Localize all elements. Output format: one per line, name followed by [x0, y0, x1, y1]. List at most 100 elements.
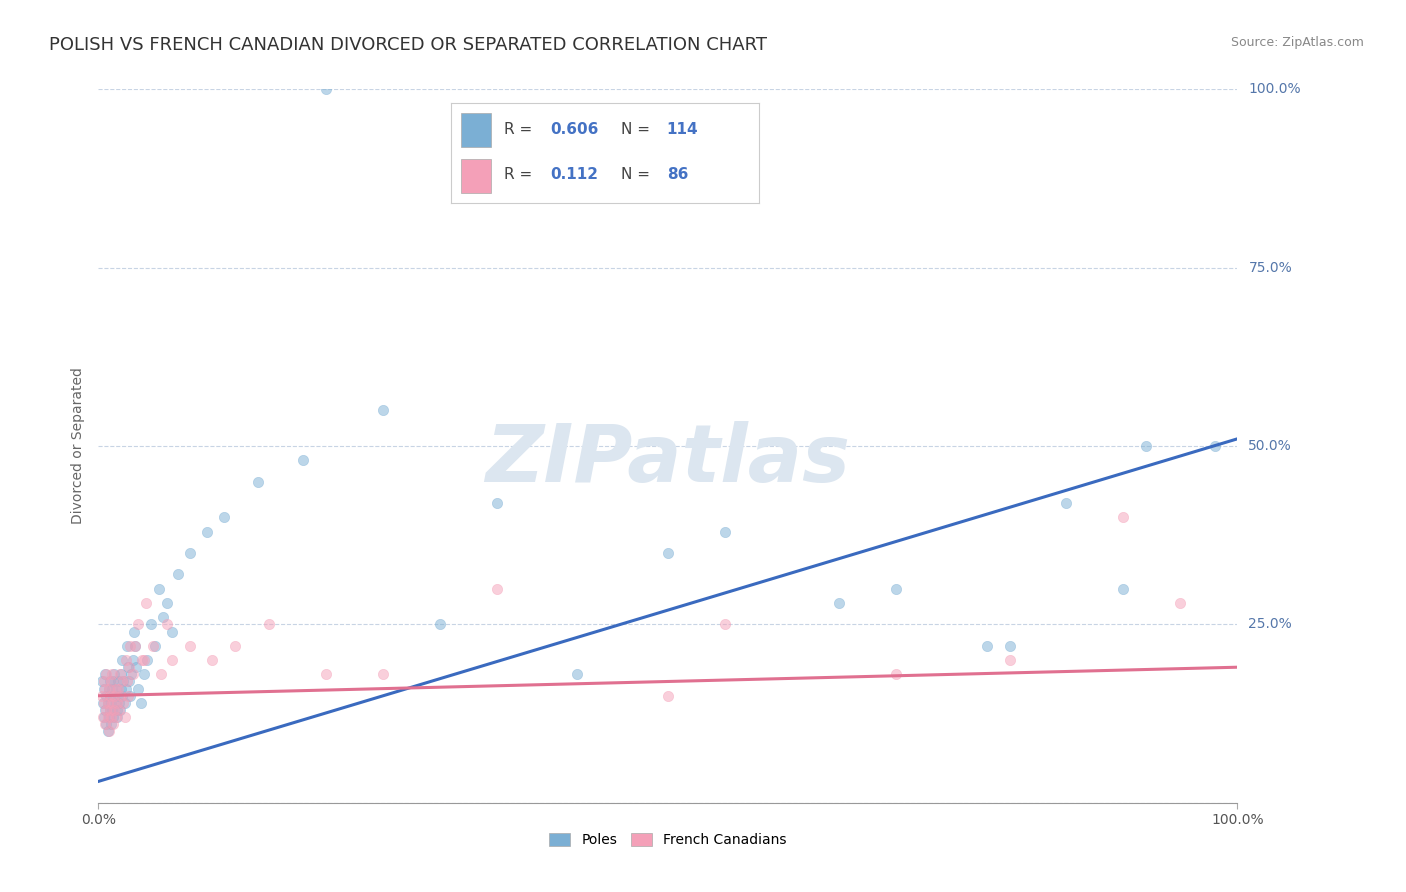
Point — [110, 689, 132, 703]
Point — [259, 617, 281, 632]
Point — [100, 696, 122, 710]
Point — [315, 82, 337, 96]
Point — [371, 403, 394, 417]
Point — [93, 710, 115, 724]
Point — [371, 667, 394, 681]
Point — [97, 681, 120, 696]
Point — [103, 674, 125, 689]
Point — [108, 703, 131, 717]
Point — [179, 546, 201, 560]
Point — [998, 653, 1021, 667]
Point — [96, 703, 118, 717]
Point — [162, 624, 184, 639]
Point — [117, 660, 139, 674]
Point — [111, 674, 134, 689]
Point — [98, 689, 121, 703]
Point — [107, 681, 129, 696]
Point — [107, 674, 129, 689]
Point — [120, 689, 142, 703]
Point — [98, 703, 121, 717]
Text: POLISH VS FRENCH CANADIAN DIVORCED OR SEPARATED CORRELATION CHART: POLISH VS FRENCH CANADIAN DIVORCED OR SE… — [49, 36, 768, 54]
Point — [103, 710, 125, 724]
Point — [97, 724, 120, 739]
Point — [292, 453, 315, 467]
Point — [114, 681, 136, 696]
Point — [103, 667, 125, 681]
Point — [97, 681, 120, 696]
Point — [195, 524, 218, 539]
Text: ZIPatlas: ZIPatlas — [485, 421, 851, 500]
Point — [429, 617, 451, 632]
Point — [246, 475, 269, 489]
Point — [139, 617, 162, 632]
Point — [136, 653, 159, 667]
Point — [998, 639, 1021, 653]
Point — [1170, 596, 1192, 610]
Point — [103, 717, 125, 731]
Point — [156, 596, 179, 610]
Point — [91, 696, 114, 710]
Text: 50.0%: 50.0% — [1249, 439, 1292, 453]
Point — [114, 696, 136, 710]
Point — [110, 667, 132, 681]
Point — [714, 617, 737, 632]
Point — [212, 510, 235, 524]
Point — [884, 667, 907, 681]
Point — [93, 681, 115, 696]
Point — [132, 653, 155, 667]
Text: 100.0%: 100.0% — [1249, 82, 1301, 96]
Point — [96, 696, 118, 710]
Point — [112, 696, 135, 710]
Point — [1204, 439, 1226, 453]
Point — [315, 667, 337, 681]
Point — [91, 710, 114, 724]
Point — [122, 624, 145, 639]
Point — [93, 696, 115, 710]
Point — [884, 582, 907, 596]
Point — [100, 710, 122, 724]
Point — [104, 710, 127, 724]
Point — [96, 667, 118, 681]
Point — [104, 696, 127, 710]
Point — [148, 582, 170, 596]
Point — [96, 710, 118, 724]
Point — [108, 696, 131, 710]
Point — [110, 681, 132, 696]
Point — [179, 639, 201, 653]
Point — [98, 674, 121, 689]
Point — [115, 639, 138, 653]
Point — [1056, 496, 1078, 510]
Point — [96, 717, 118, 731]
Text: 75.0%: 75.0% — [1249, 260, 1292, 275]
Point — [486, 496, 509, 510]
Point — [90, 674, 112, 689]
Point — [828, 596, 851, 610]
Point — [115, 674, 138, 689]
Point — [224, 639, 246, 653]
Point — [142, 639, 165, 653]
Point — [657, 546, 679, 560]
Point — [1135, 439, 1157, 453]
Legend: Poles, French Canadians: Poles, French Canadians — [544, 828, 792, 853]
Point — [121, 667, 143, 681]
Point — [714, 524, 737, 539]
Point — [114, 710, 136, 724]
Point — [150, 667, 173, 681]
Point — [129, 696, 152, 710]
Point — [111, 653, 134, 667]
Point — [131, 653, 153, 667]
Point — [976, 639, 998, 653]
Point — [1112, 582, 1135, 596]
Point — [132, 667, 155, 681]
Point — [101, 667, 124, 681]
Point — [104, 681, 127, 696]
Point — [156, 617, 179, 632]
Point — [1112, 510, 1135, 524]
Point — [565, 667, 588, 681]
Point — [103, 689, 125, 703]
Point — [105, 696, 128, 710]
Point — [201, 653, 224, 667]
Point — [152, 610, 174, 624]
Y-axis label: Divorced or Separated: Divorced or Separated — [72, 368, 86, 524]
Point — [114, 653, 136, 667]
